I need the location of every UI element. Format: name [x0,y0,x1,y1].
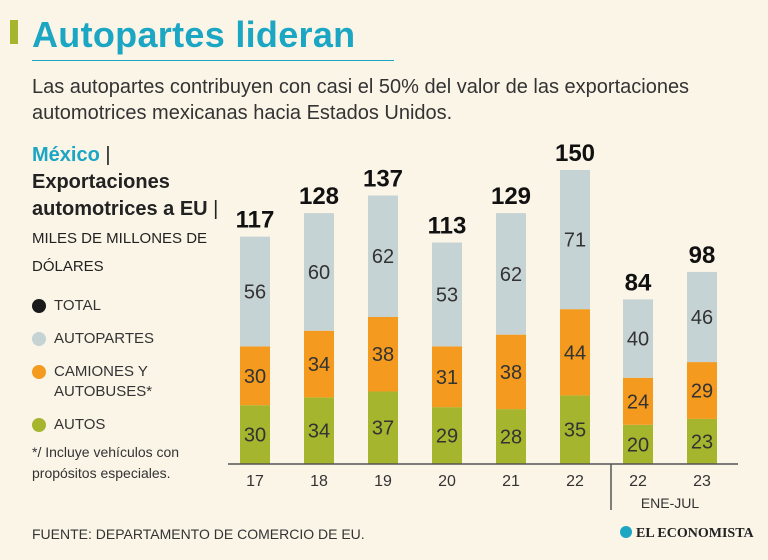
segment-value-label: 46 [691,307,713,329]
segment-value-label: 20 [627,434,649,456]
legend-item-total: TOTAL [32,296,232,316]
legend: TOTAL AUTOPARTES CAMIONES Y AUTOBUSES* A… [32,296,232,448]
segment-value-label: 28 [500,427,522,449]
segment-value-label: 29 [436,426,458,448]
bar-segment [560,309,590,396]
legend-dot-autos [32,418,46,432]
segment-value-label: 62 [500,264,522,286]
bar-segment [240,405,270,464]
segment-value-label: 62 [372,246,394,268]
title-rule [32,60,394,61]
segment-value-label: 29 [691,381,713,403]
footnote: */ Incluye vehículos con propósitos espe… [32,444,180,481]
x-tick-label: 22 [629,473,647,490]
bar-segment [623,377,653,425]
bar-segment [432,242,462,347]
bar-total-label: 117 [236,207,275,234]
x-tick-label: 23 [693,473,711,490]
segment-value-label: 30 [244,366,266,388]
x-tick-label: 18 [310,473,328,490]
segment-value-label: 56 [244,282,266,304]
segment-value-label: 38 [372,344,394,366]
x-tick-label: 20 [438,473,456,490]
bar-segment [496,334,526,410]
segment-value-label: 37 [372,418,394,440]
bar-segment [687,418,717,464]
x-tick-label: 17 [246,473,264,490]
chart-heading: México | Exportaciones automotrices a EU… [32,142,232,280]
logo-icon [620,526,632,538]
heading-units-separator: | [207,198,219,220]
title-accent-bar [10,20,18,44]
segment-value-label: 40 [627,329,649,351]
publisher-logo: EL ECONOMISTA [620,526,754,542]
bar-segment [304,330,334,398]
bar-segment [687,271,717,363]
legend-label-autos: AUTOS [54,416,106,433]
legend-label-autopartes: AUTOPARTES [54,330,155,347]
heading-separator: | [99,144,111,166]
legend-dot-camiones [32,365,46,379]
heading-units: MILES DE MILLONES DE DÓLARES [32,230,208,275]
bar-segment [560,170,590,310]
bar-segment [368,317,398,392]
segment-value-label: 34 [308,421,330,443]
bar-segment [304,397,334,464]
legend-label-total: TOTAL [54,297,101,314]
bar-segment [496,213,526,335]
bar-segment [623,424,653,464]
bar-segment [240,346,270,406]
bar-total-label: 129 [491,183,531,210]
segment-value-label: 35 [564,420,586,442]
x-tick-label: 22 [566,473,584,490]
bar-segment [368,391,398,464]
legend-item-autopartes: AUTOPARTES [32,329,232,349]
bar-segment [304,213,334,331]
page-title: Autopartes lideran [32,14,356,55]
bar-total-label: 137 [363,165,403,192]
segment-value-label: 23 [691,431,713,453]
bar-segment [240,236,270,347]
legend-label-camiones: CAMIONES Y AUTOBUSES* [54,363,153,400]
logo-text: EL ECONOMISTA [636,526,754,541]
bar-total-label: 150 [555,140,595,167]
segment-value-label: 30 [244,425,266,447]
legend-dot-autopartes [32,332,46,346]
segment-value-label: 24 [627,391,649,413]
bar-total-label: 84 [625,269,652,296]
bar-segment [432,346,462,408]
bar-segment [496,409,526,464]
category-group-label: ENE-JUL [641,495,700,511]
legend-item-autos: AUTOS [32,415,232,435]
segment-value-label: 38 [500,362,522,384]
heading-title: Exportaciones automotrices a EU [32,171,208,220]
segment-value-label: 53 [436,284,458,306]
bar-segment [368,195,398,317]
segment-value-label: 71 [564,230,586,252]
source-note: FUENTE: DEPARTAMENTO DE COMERCIO DE EU. [32,526,365,542]
bar-segment [560,395,590,464]
page-subtitle: Las autopartes contribuyen con casi el 5… [32,76,690,124]
bar-total-label: 128 [299,183,339,210]
heading-country: México [32,144,100,166]
legend-dot-total [32,299,46,313]
bar-segment [432,407,462,464]
segment-value-label: 34 [308,354,330,376]
segment-value-label: 44 [564,342,586,364]
bar-total-label: 113 [428,213,467,240]
bar-segment [687,362,717,419]
segment-value-label: 60 [308,262,330,284]
x-tick-label: 19 [374,473,392,490]
bar-total-label: 98 [689,242,716,269]
segment-value-label: 31 [436,367,458,389]
x-tick-label: 21 [502,473,520,490]
bar-segment [623,299,653,378]
legend-item-camiones: CAMIONES Y AUTOBUSES* [32,362,232,402]
